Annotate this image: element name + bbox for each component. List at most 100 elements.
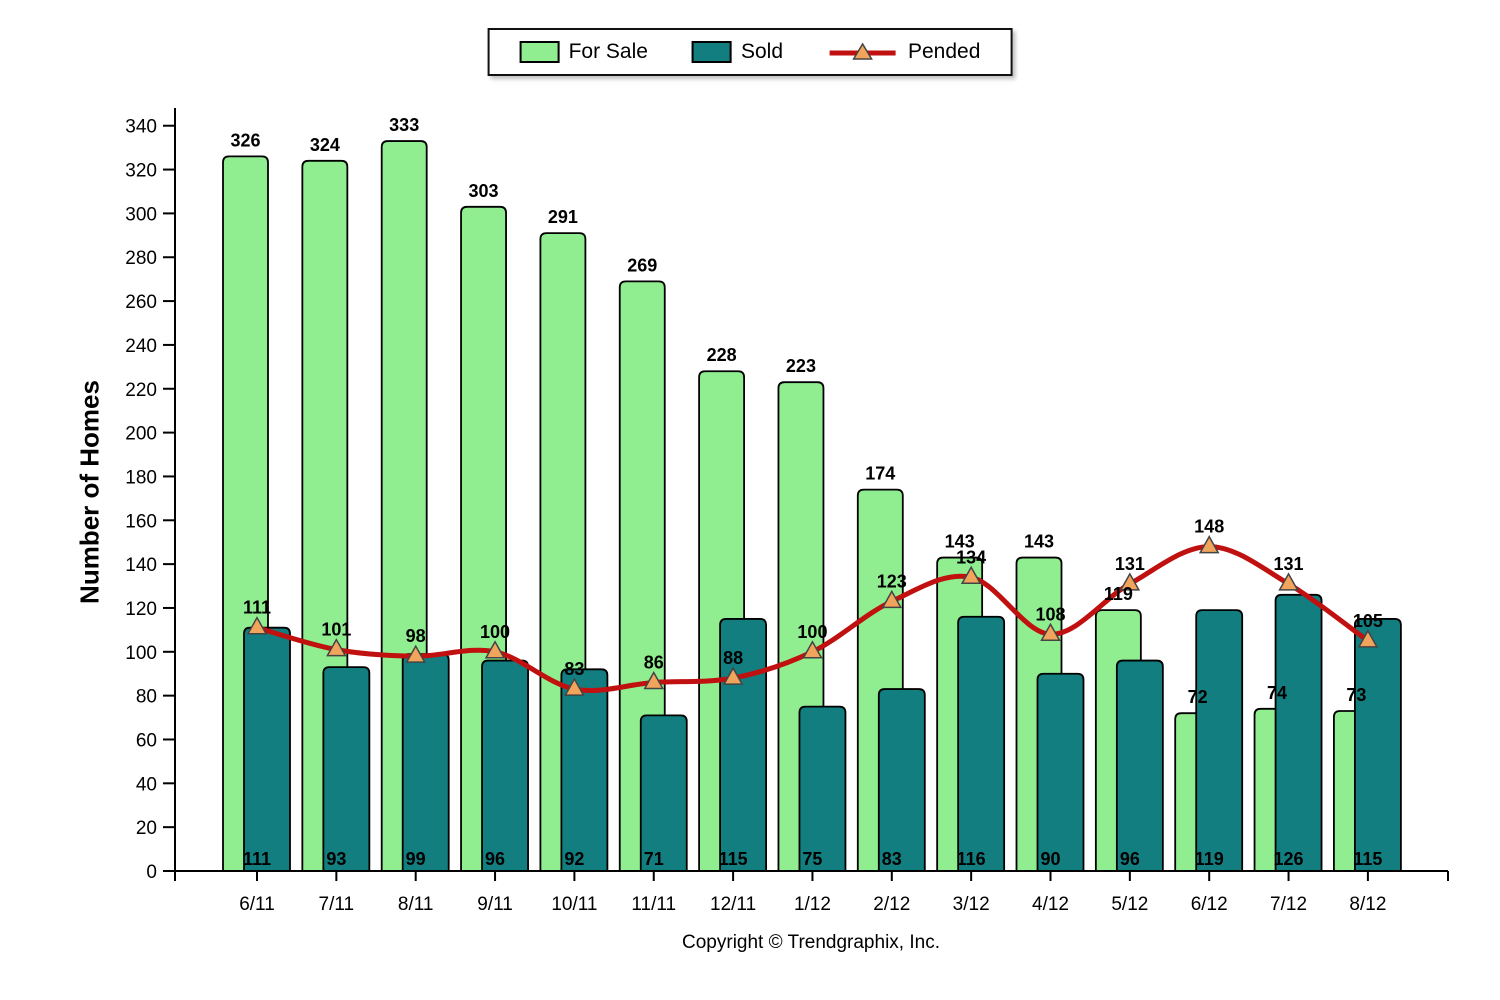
y-tick-label: 40 bbox=[136, 774, 157, 795]
for-sale-value-label: 72 bbox=[1188, 687, 1208, 707]
y-tick-label: 280 bbox=[125, 248, 157, 269]
y-tick-label: 320 bbox=[125, 161, 157, 182]
x-tick-label: 4/12 bbox=[1032, 894, 1069, 915]
y-tick-label: 260 bbox=[125, 292, 157, 313]
x-tick-label: 8/11 bbox=[398, 894, 434, 915]
y-tick-label: 80 bbox=[136, 687, 157, 708]
sold-bar bbox=[481, 659, 529, 872]
sold-value-label: 75 bbox=[802, 849, 822, 869]
for-sale-value-label: 333 bbox=[389, 115, 419, 135]
for-sale-value-label: 228 bbox=[707, 345, 737, 365]
for-sale-value-label: 326 bbox=[230, 130, 260, 150]
pended-marker-icon bbox=[1357, 629, 1379, 648]
sold-value-label: 96 bbox=[1120, 849, 1140, 869]
pended-marker-icon bbox=[564, 677, 585, 696]
legend: For Sale Sold Pended bbox=[487, 28, 1013, 76]
pended-marker-icon bbox=[1040, 622, 1061, 642]
for-sale-value-label: 119 bbox=[1104, 584, 1133, 604]
sold-bar bbox=[322, 666, 371, 872]
pended-marker-icon bbox=[484, 640, 506, 659]
sold-value-label: 92 bbox=[564, 849, 584, 869]
sold-value-label: 126 bbox=[1274, 849, 1304, 869]
sold-value-label: 90 bbox=[1040, 849, 1060, 869]
for-sale-value-label: 74 bbox=[1267, 683, 1287, 703]
sold-bar bbox=[798, 705, 847, 872]
for-sale-value-label: 143 bbox=[1024, 532, 1054, 552]
sold-bar bbox=[1274, 593, 1323, 872]
y-tick-label: 340 bbox=[125, 117, 157, 138]
x-tick-label: 5/12 bbox=[1111, 894, 1148, 915]
pended-marker-icon bbox=[246, 616, 268, 635]
legend-item-for-sale: For Sale bbox=[519, 40, 648, 64]
sold-value-label: 71 bbox=[644, 849, 664, 869]
sold-value-label: 115 bbox=[1353, 849, 1382, 869]
pended-value-label: 86 bbox=[644, 652, 664, 672]
x-tick-label: 10/11 bbox=[551, 894, 597, 915]
sold-value-label: 116 bbox=[957, 849, 986, 869]
pended-marker-icon bbox=[881, 589, 903, 609]
sold-bar bbox=[1354, 618, 1402, 872]
pended-marker-icon bbox=[405, 644, 426, 663]
sold-value-label: 119 bbox=[1195, 849, 1224, 869]
y-tick-label: 20 bbox=[136, 818, 157, 839]
pended-value-label: 131 bbox=[1274, 554, 1304, 574]
x-tick-label: 9/11 bbox=[477, 894, 513, 915]
y-tick-label: 220 bbox=[125, 380, 157, 401]
sold-bar bbox=[1115, 659, 1164, 872]
y-tick-label: 200 bbox=[125, 424, 157, 445]
x-tick-label: 7/11 bbox=[319, 894, 355, 915]
sold-value-label: 99 bbox=[406, 849, 426, 869]
pended-value-label: 111 bbox=[243, 598, 271, 618]
pended-marker-icon bbox=[960, 565, 982, 585]
y-tick-label: 160 bbox=[125, 511, 157, 532]
sold-value-label: 115 bbox=[719, 849, 748, 869]
x-tick-label: 3/12 bbox=[953, 894, 990, 915]
for-sale-value-label: 223 bbox=[786, 356, 816, 376]
x-tick-label: 11/11 bbox=[631, 894, 676, 915]
for-sale-swatch-icon bbox=[519, 41, 560, 63]
pended-marker-icon bbox=[1119, 572, 1141, 591]
y-tick-label: 180 bbox=[125, 467, 157, 488]
for-sale-value-label: 324 bbox=[310, 135, 340, 155]
y-axis-title: Number of Homes bbox=[74, 380, 105, 604]
sold-bar bbox=[1195, 609, 1244, 872]
sold-bar bbox=[957, 615, 1006, 872]
sold-bar bbox=[1036, 672, 1085, 872]
x-tick-label: 2/12 bbox=[873, 894, 910, 915]
legend-item-pended: Pended bbox=[827, 40, 980, 64]
x-tick-label: 6/11 bbox=[239, 894, 275, 915]
pended-value-label: 88 bbox=[723, 648, 743, 668]
pended-marker-icon bbox=[643, 670, 665, 690]
pended-value-label: 131 bbox=[1115, 554, 1145, 574]
sold-bar bbox=[560, 668, 609, 872]
legend-label-sold: Sold bbox=[740, 40, 783, 63]
pended-line bbox=[254, 544, 1371, 694]
y-tick-label: 120 bbox=[125, 599, 157, 620]
pended-value-label: 148 bbox=[1194, 517, 1224, 537]
x-tick-label: 12/11 bbox=[710, 894, 756, 915]
pended-value-label: 101 bbox=[321, 620, 351, 640]
sold-value-label: 93 bbox=[326, 849, 346, 869]
copyright-text: Copyright © Trendgraphix, Inc. bbox=[682, 932, 940, 953]
x-tick-label: 8/12 bbox=[1349, 894, 1386, 915]
y-tick-label: 100 bbox=[125, 643, 157, 664]
sold-swatch-icon bbox=[691, 41, 732, 63]
for-sale-value-label: 303 bbox=[469, 181, 499, 201]
sold-value-label: 83 bbox=[882, 849, 902, 869]
pended-value-label: 100 bbox=[797, 622, 827, 642]
legend-label-for-sale: For Sale bbox=[568, 40, 648, 63]
y-tick-label: 60 bbox=[136, 730, 157, 751]
sold-bar bbox=[401, 653, 450, 872]
sold-bar bbox=[877, 688, 926, 872]
pended-marker-icon bbox=[1198, 535, 1220, 554]
pended-value-label: 83 bbox=[564, 659, 584, 679]
y-tick-label: 300 bbox=[125, 204, 157, 225]
pended-marker-icon bbox=[326, 638, 347, 657]
pended-value-label: 98 bbox=[406, 626, 426, 646]
pended-marker-icon bbox=[1278, 572, 1299, 591]
pended-line-icon bbox=[827, 42, 899, 62]
for-sale-value-label: 174 bbox=[865, 464, 895, 484]
sold-bar bbox=[639, 714, 688, 872]
